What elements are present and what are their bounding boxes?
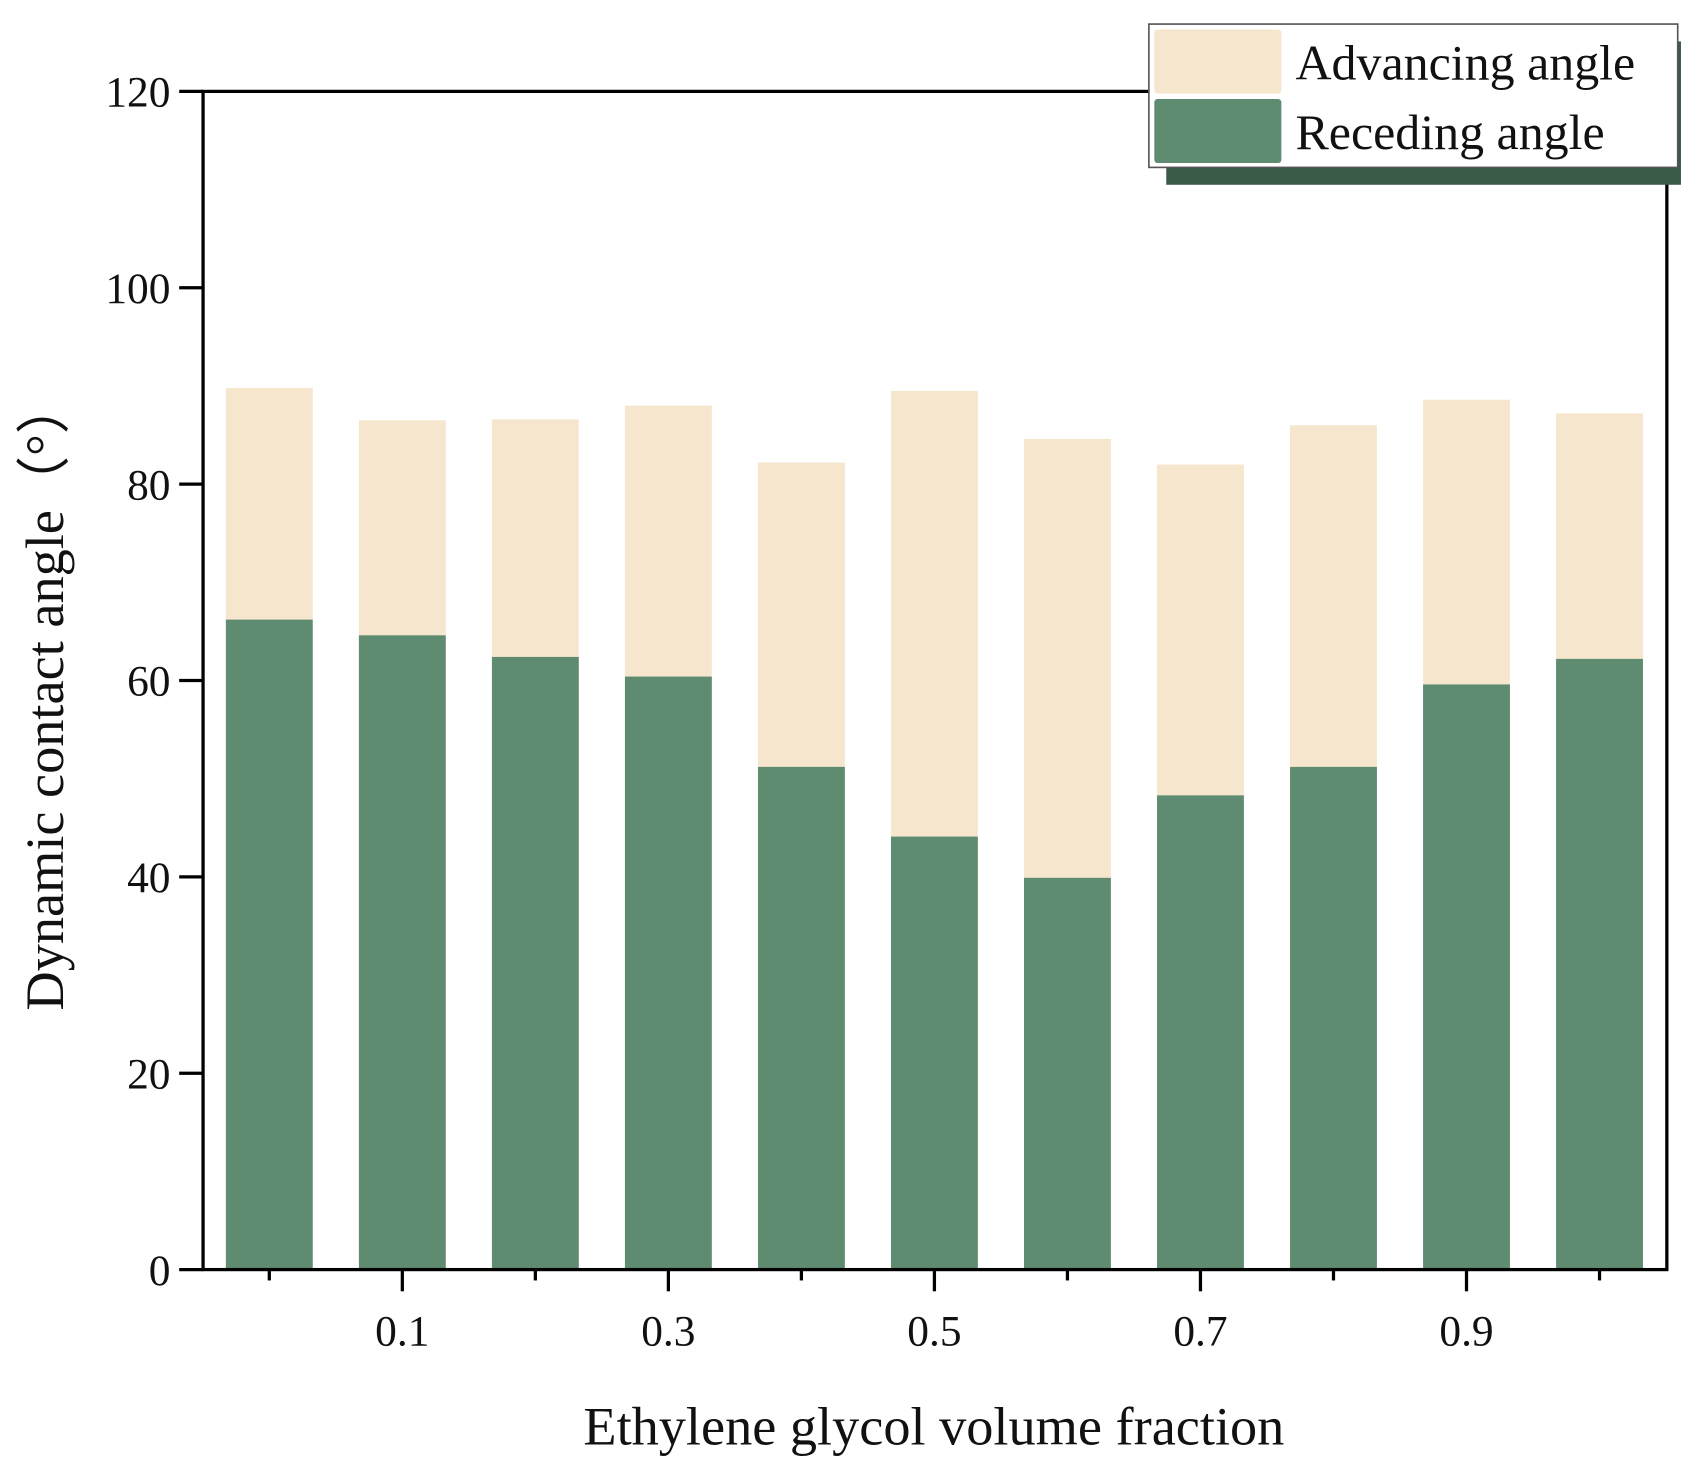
y-tick-label: 120 xyxy=(105,69,170,117)
x-tick-label: 0.3 xyxy=(641,1308,695,1356)
bar xyxy=(1157,795,1244,1270)
bar xyxy=(890,836,978,1270)
bar xyxy=(491,656,579,1270)
bar xyxy=(1423,684,1510,1270)
y-tick-label: 100 xyxy=(105,265,170,313)
plot-frame xyxy=(201,89,1669,1272)
legend-swatch xyxy=(1154,98,1282,164)
bar xyxy=(757,766,845,1270)
bar xyxy=(358,635,446,1270)
y-tick-label: 60 xyxy=(127,658,170,706)
bar xyxy=(1290,766,1377,1270)
x-tick-label: 0.9 xyxy=(1439,1308,1493,1356)
legend-label: Advancing angle xyxy=(1295,34,1635,90)
legend-swatch xyxy=(1154,29,1282,94)
x-tick-label: 0.1 xyxy=(375,1308,429,1356)
y-tick-label: 40 xyxy=(127,854,170,902)
y-tick-label: 0 xyxy=(149,1247,171,1295)
y-axis-title: Dynamic contact angle（°） xyxy=(15,380,75,1011)
y-tick-label: 20 xyxy=(127,1050,170,1098)
bar xyxy=(1024,877,1111,1270)
x-axis-title: Ethylene glycol volume fraction xyxy=(583,1396,1284,1456)
bar xyxy=(624,676,712,1270)
x-tick-label: 0.5 xyxy=(907,1308,961,1356)
y-tick-label: 80 xyxy=(127,461,170,509)
legend-label: Receding angle xyxy=(1295,104,1604,160)
bar xyxy=(225,619,313,1270)
x-tick-label: 0.7 xyxy=(1173,1308,1227,1356)
bar xyxy=(1556,658,1643,1270)
